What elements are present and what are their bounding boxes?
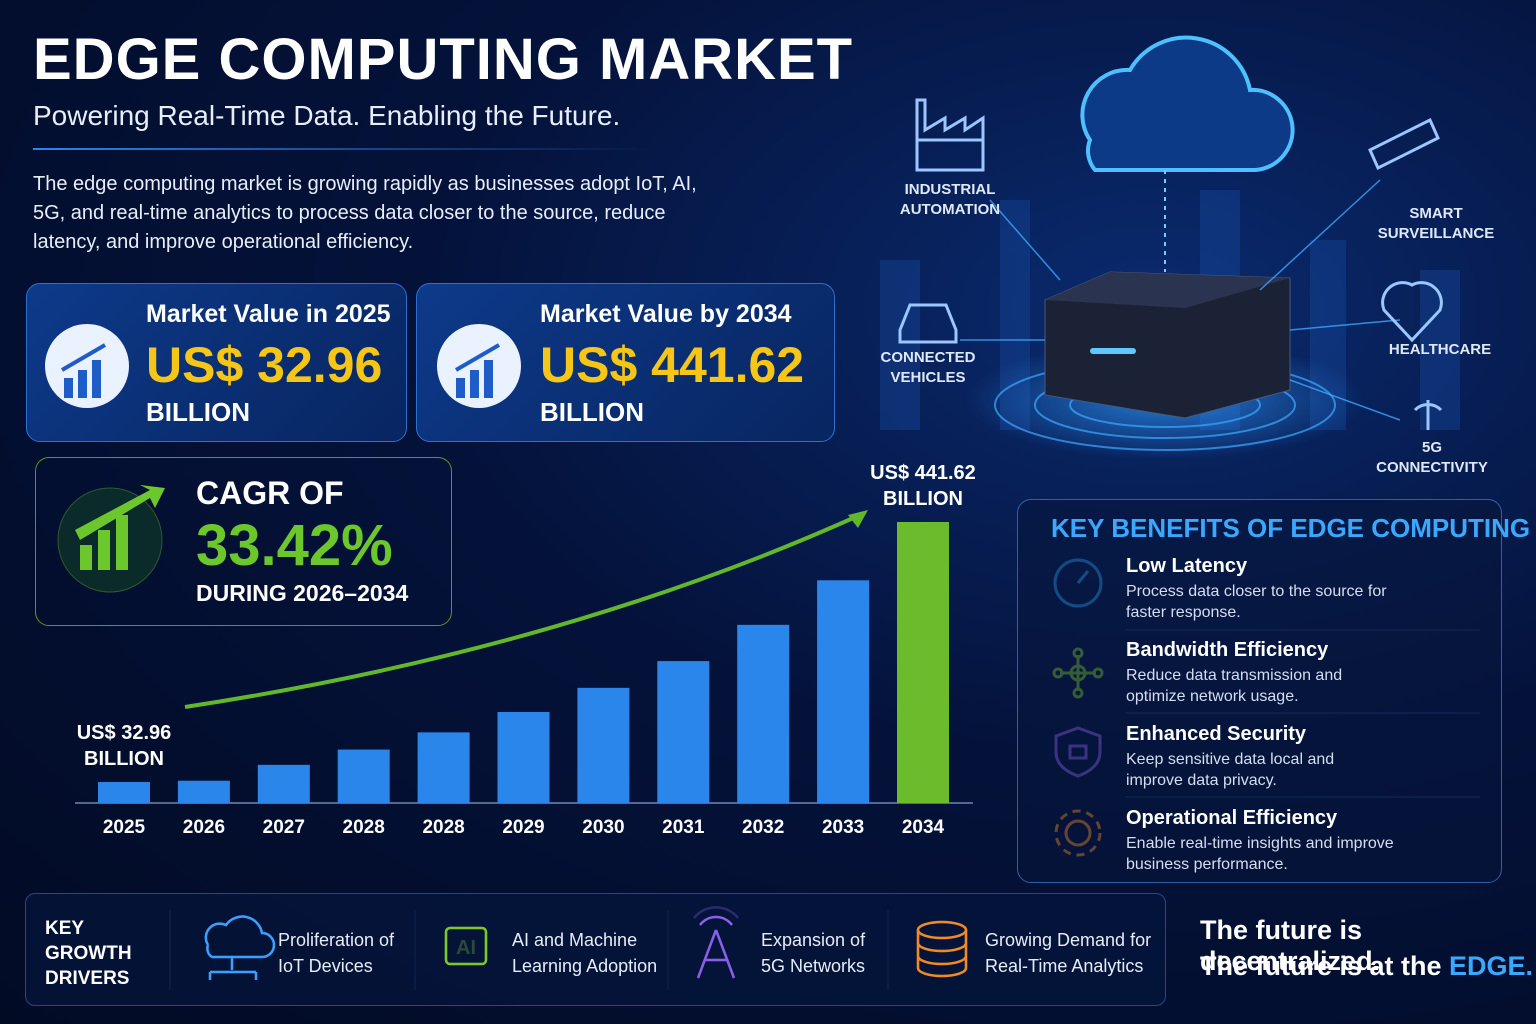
description: The edge computing market is growing rap… [33,173,697,253]
cagr-period: DURING 2026–2034 [196,580,409,606]
driver: Expansion of 5G Networks [761,930,866,976]
illustration-label: INDUSTRIAL AUTOMATION [899,181,1001,218]
driver: AI and Machine Learning Adoption [512,930,658,976]
driver: Proliferation of IoT Devices [278,930,395,976]
illustration-label: SMART SURVEILLANCE [1377,205,1495,242]
x-tick-label: 2025 [103,817,146,838]
drivers-title: KEY GROWTH DRIVERS [45,918,132,989]
benefit-title: Bandwidth Efficiency [1126,639,1329,661]
x-tick-label: 2027 [263,817,305,838]
value-label: US$ 32.96 BILLION [76,722,172,771]
bar [577,687,630,803]
benefit-desc: Enable real-time insights and improve bu… [1126,835,1394,873]
x-tick-label: 2030 [582,817,624,838]
bar [897,522,949,803]
benefit-title: Enhanced Security [1126,723,1307,745]
stat-label: Market Value in 2025 [146,300,391,328]
illustration-label: CONNECTED VEHICLES [880,349,976,386]
footer-text: The future is at the [1200,951,1450,981]
bar [337,749,390,803]
cagr-card [35,457,452,626]
bar [497,712,550,803]
footer-line: The future is at the EDGE. [1200,951,1533,982]
benefit-desc: Process data closer to the source for fa… [1126,583,1387,621]
driver-icons [204,915,968,980]
illustration-label: HEALTHCARE [1388,341,1492,358]
x-tick-label: 2031 [662,817,705,838]
stat-unit: BILLION [146,397,250,427]
x-tick-label: 2032 [742,817,784,838]
bar [177,780,230,803]
bar [417,732,470,803]
x-tick-label: 2029 [502,817,544,838]
driver: Growing Demand for Real-Time Analytics [985,930,1152,976]
x-tick-label: 2033 [822,817,864,838]
stat-unit: BILLION [540,397,644,427]
footer-line: The future is decentralized. [1200,915,1381,976]
benefit-title: Low Latency [1126,555,1248,577]
value-label: US$ 441.62 BILLION [870,462,976,510]
bar [657,661,710,803]
x-tick-label: 2026 [183,817,225,838]
bar [817,580,870,803]
illustration-label: 5G CONNECTIVITY [1376,439,1488,476]
cagr-value: 33.42% [196,513,393,578]
drivers-bar [25,893,1166,1006]
benefit-desc: Reduce data transmission and optimize ne… [1126,667,1343,705]
subtitle: Powering Real-Time Data. Enabling the Fu… [33,100,621,131]
card-icons [45,324,521,408]
bar [98,782,150,803]
benefit-desc: Keep sensitive data local and improve da… [1126,751,1335,789]
bar [737,624,790,803]
title: EDGE COMPUTING MARKET [33,27,854,92]
bar-chart: 2025 2026 2027 2028 2028 2029 2030 2031 2032 2033… [98,522,949,838]
stat-value: US$ 32.96 [146,337,383,393]
cagr-label: CAGR OF [196,475,344,511]
benefit-title: Operational Efficiency [1126,807,1338,829]
benefits-panel [1017,499,1502,883]
x-tick-label: 2034 [902,817,945,838]
bar [257,764,310,803]
x-tick-label: 2028 [343,817,385,838]
benefits-title: KEY BENEFITS OF EDGE COMPUTING [1051,513,1531,543]
x-tick-label: 2028 [422,817,464,838]
stat-value: US$ 441.62 [540,337,805,393]
stat-label: Market Value by 2034 [540,300,792,328]
footer-highlight: EDGE. [1449,951,1534,981]
